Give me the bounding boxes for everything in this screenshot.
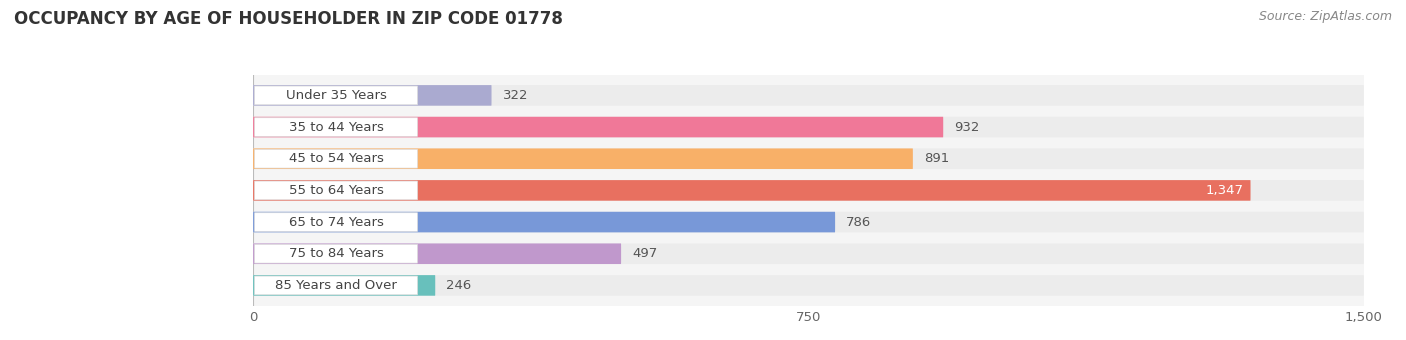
Text: 45 to 54 Years: 45 to 54 Years <box>288 152 384 165</box>
Text: 497: 497 <box>633 247 658 260</box>
FancyBboxPatch shape <box>253 243 1364 264</box>
FancyBboxPatch shape <box>253 149 1364 169</box>
FancyBboxPatch shape <box>253 212 835 232</box>
FancyBboxPatch shape <box>253 85 492 106</box>
Text: OCCUPANCY BY AGE OF HOUSEHOLDER IN ZIP CODE 01778: OCCUPANCY BY AGE OF HOUSEHOLDER IN ZIP C… <box>14 10 562 28</box>
FancyBboxPatch shape <box>253 180 1364 201</box>
Text: 891: 891 <box>924 152 949 165</box>
FancyBboxPatch shape <box>254 181 418 200</box>
FancyBboxPatch shape <box>254 118 418 136</box>
Text: 55 to 64 Years: 55 to 64 Years <box>288 184 384 197</box>
Text: 786: 786 <box>846 216 872 228</box>
FancyBboxPatch shape <box>254 86 418 105</box>
FancyBboxPatch shape <box>254 276 418 295</box>
Text: Under 35 Years: Under 35 Years <box>285 89 387 102</box>
FancyBboxPatch shape <box>254 213 418 232</box>
FancyBboxPatch shape <box>254 149 418 168</box>
FancyBboxPatch shape <box>253 85 1364 106</box>
Text: Source: ZipAtlas.com: Source: ZipAtlas.com <box>1258 10 1392 23</box>
FancyBboxPatch shape <box>254 244 418 263</box>
FancyBboxPatch shape <box>253 275 436 296</box>
FancyBboxPatch shape <box>253 117 1364 137</box>
Text: 65 to 74 Years: 65 to 74 Years <box>288 216 384 228</box>
Text: 35 to 44 Years: 35 to 44 Years <box>288 121 384 134</box>
FancyBboxPatch shape <box>253 180 1250 201</box>
FancyBboxPatch shape <box>253 212 1364 232</box>
Text: 1,347: 1,347 <box>1205 184 1243 197</box>
FancyBboxPatch shape <box>253 117 943 137</box>
Text: 246: 246 <box>446 279 471 292</box>
Text: 932: 932 <box>955 121 980 134</box>
FancyBboxPatch shape <box>253 243 621 264</box>
FancyBboxPatch shape <box>253 275 1364 296</box>
Text: 322: 322 <box>502 89 529 102</box>
Text: 85 Years and Over: 85 Years and Over <box>276 279 396 292</box>
FancyBboxPatch shape <box>253 149 912 169</box>
Text: 75 to 84 Years: 75 to 84 Years <box>288 247 384 260</box>
